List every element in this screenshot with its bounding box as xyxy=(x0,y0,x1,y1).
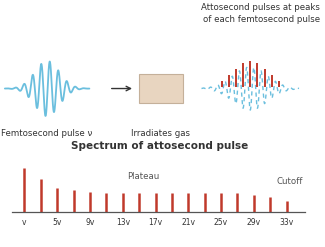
Text: 9v: 9v xyxy=(85,218,95,227)
Text: 5v: 5v xyxy=(53,218,62,227)
Text: 17v: 17v xyxy=(149,218,162,227)
Text: 21v: 21v xyxy=(181,218,195,227)
Text: Spectrum of attosecond pulse: Spectrum of attosecond pulse xyxy=(71,141,248,151)
Text: Cutoff: Cutoff xyxy=(277,177,303,186)
Text: Attosecond pulses at peaks
of each femtosecond pulse: Attosecond pulses at peaks of each femto… xyxy=(201,3,320,23)
Text: Plateau: Plateau xyxy=(127,172,159,181)
Text: 25v: 25v xyxy=(214,218,228,227)
Text: 33v: 33v xyxy=(280,218,294,227)
Text: 29v: 29v xyxy=(247,218,261,227)
Text: Femtosecond pulse ν: Femtosecond pulse ν xyxy=(1,129,93,138)
Text: v: v xyxy=(22,218,27,227)
Text: 13v: 13v xyxy=(116,218,130,227)
Text: Irradiates gas: Irradiates gas xyxy=(131,129,190,138)
FancyBboxPatch shape xyxy=(139,74,183,103)
